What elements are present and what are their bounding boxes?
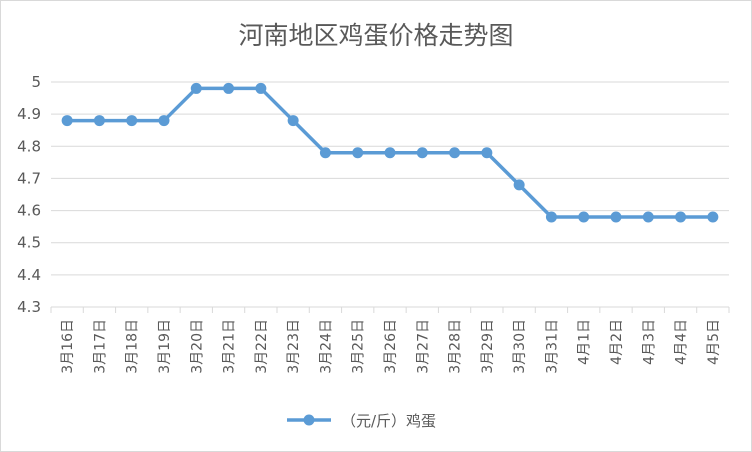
data-point xyxy=(642,211,654,223)
x-tick-label: 3月30日 xyxy=(512,319,528,374)
x-tick-label: 3月31日 xyxy=(544,319,560,374)
data-point xyxy=(287,115,299,127)
x-tick-label: 3月21日 xyxy=(222,319,238,374)
y-tick-label: 4.7 xyxy=(17,169,41,187)
data-point xyxy=(93,115,105,127)
x-tick-label: 3月16日 xyxy=(60,319,76,374)
data-point xyxy=(61,115,73,127)
data-point xyxy=(416,147,428,159)
x-tick-label: 3月23日 xyxy=(286,319,302,374)
data-point xyxy=(158,115,170,127)
legend-marker-swatch xyxy=(303,414,315,426)
x-tick-label: 3月25日 xyxy=(351,319,367,374)
y-tick-label: 4.8 xyxy=(17,137,41,155)
y-axis-ticks: 5 4.9 4.8 4.7 4.6 4.5 4.4 4.3 xyxy=(17,73,41,316)
x-tick-label: 3月20日 xyxy=(189,319,205,374)
data-point xyxy=(610,211,622,223)
y-tick-label: 4.9 xyxy=(17,105,41,123)
data-point xyxy=(255,82,267,94)
data-point xyxy=(513,179,525,191)
y-tick-label: 4.3 xyxy=(17,298,41,316)
x-tick-label: 4月3日 xyxy=(641,319,657,365)
chart-title: 河南地区鸡蛋价格走势图 xyxy=(238,21,513,50)
x-tick-label: 3月28日 xyxy=(448,319,464,374)
gridlines xyxy=(51,81,729,308)
data-point xyxy=(319,147,331,159)
x-tick-label: 3月17日 xyxy=(92,319,108,374)
data-point xyxy=(384,147,396,159)
x-tick-label: 4月2日 xyxy=(609,319,625,365)
data-point xyxy=(352,147,364,159)
data-point xyxy=(126,115,138,127)
data-point xyxy=(578,211,590,223)
data-point xyxy=(675,211,687,223)
y-tick-label: 4.4 xyxy=(17,266,41,284)
x-tick-label: 3月27日 xyxy=(415,319,431,374)
x-tick-label: 3月29日 xyxy=(480,319,496,374)
legend: （元/斤）鸡蛋 xyxy=(287,412,436,430)
x-tick-label: 4月4日 xyxy=(674,319,690,365)
data-point xyxy=(707,211,719,223)
x-axis-ticks: 3月16日 3月17日 3月18日 3月19日 3月20日 3月21日 3月22日 3月23日… xyxy=(50,307,730,374)
y-tick-label: 5 xyxy=(31,73,41,91)
data-point xyxy=(223,82,235,94)
data-point xyxy=(190,82,202,94)
x-tick-label: 3月19日 xyxy=(157,319,173,374)
x-tick-label: 3月26日 xyxy=(383,319,399,374)
x-tick-label: 3月24日 xyxy=(318,319,334,374)
data-point xyxy=(545,211,557,223)
series-line-group xyxy=(61,82,719,223)
x-tick-label: 3月22日 xyxy=(254,319,270,374)
x-tick-label: 3月18日 xyxy=(125,319,141,374)
y-tick-label: 4.5 xyxy=(17,234,41,252)
x-tick-label: 4月5日 xyxy=(706,319,722,365)
x-tick-label: 4月1日 xyxy=(577,319,593,365)
data-point xyxy=(449,147,461,159)
legend-label: （元/斤）鸡蛋 xyxy=(341,412,436,430)
y-tick-label: 4.6 xyxy=(17,202,41,220)
data-point xyxy=(481,147,493,159)
